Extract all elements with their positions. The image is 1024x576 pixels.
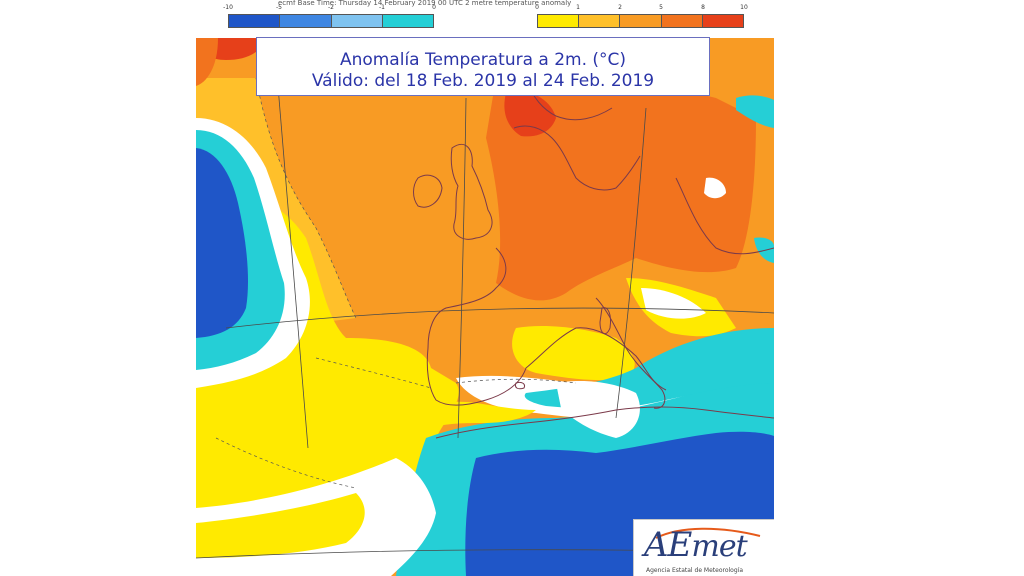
legend-tick: -5 [276,4,282,11]
legend-tick: -2 [328,4,334,11]
legend-tick: 0 [535,4,539,11]
legend-tick: 0 [432,4,436,11]
yellow-sw-band [196,493,365,558]
legend-warm-ticks: 0 1 2 5 8 10 [535,4,748,14]
legend-swatch [702,15,744,27]
legend-swatch [280,15,332,27]
legend-swatch [229,15,281,27]
legend-swatch [382,15,433,27]
legend-swatch [538,15,580,27]
yellow-iberia-coast [421,401,536,428]
legend-tick: -10 [223,4,233,11]
anomaly-map-svg [196,38,774,576]
legend-swatch [620,15,662,27]
white-east-spot [704,177,726,199]
white-east-patch [641,288,706,319]
legend-swatch [331,15,383,27]
legend-tick: -1 [379,4,385,11]
legend-tick: 1 [576,4,580,11]
aemet-logo: AEmet Agencia Estatal de Meteorología [633,519,774,576]
map-title: Anomalía Temperatura a 2m. (°C) [339,50,627,70]
map-title-box: Anomalía Temperatura a 2m. (°C) Válido: … [256,37,710,96]
logo-ae: AE [644,525,692,565]
legend-swatch [661,15,703,27]
legend-warm-bar [537,14,744,28]
legend-tick: 10 [740,4,748,11]
logo-met: met [691,529,747,564]
base-time-label: ecmf Base Time: Thursday 14 February 201… [278,0,572,7]
cyan-ne-patch [736,95,774,128]
logo-subtitle: Agencia Estatal de Meteorología [646,567,743,574]
red-scandinavia [504,90,556,137]
legend-tick: 5 [659,4,663,11]
legend-tick: 2 [618,4,622,11]
coastline [413,77,774,439]
deep-blue-cold-region [196,148,249,338]
yellow-med-region [512,326,635,381]
legend-swatch [579,15,621,27]
anomaly-map [196,38,774,576]
dark-orange-corner [196,38,218,86]
dark-orange-europe [486,74,756,301]
logo-wordmark: AEmet [644,525,748,566]
legend-tick: 8 [701,4,705,11]
map-validity: Válido: del 18 Feb. 2019 al 24 Feb. 2019 [311,71,655,91]
logo-swoosh-icon [655,527,761,539]
legend-cold-bar [228,14,434,28]
legend-cold-ticks: -10 -5 -2 -1 0 [223,4,436,14]
anomaly-contours [215,77,577,489]
